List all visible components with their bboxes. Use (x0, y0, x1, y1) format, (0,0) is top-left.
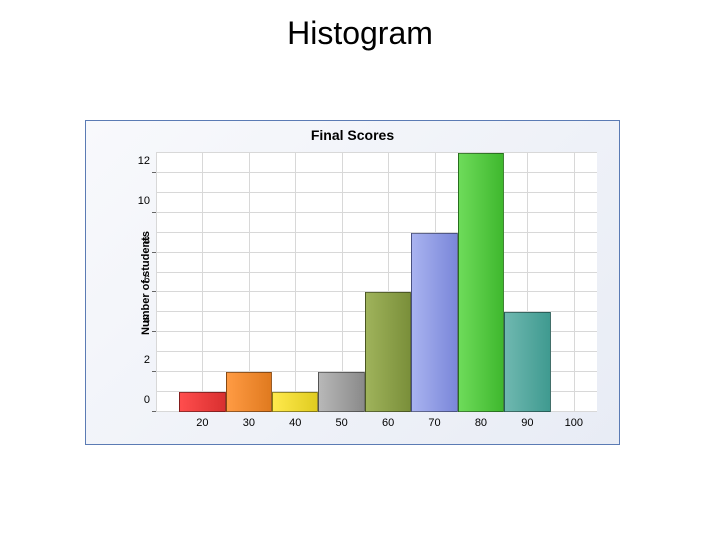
bar (318, 372, 364, 412)
gridline-vertical (156, 153, 157, 412)
y-tick-label: 12 (138, 155, 150, 167)
y-tick-mark (152, 371, 156, 372)
y-tick-label: 4 (144, 314, 150, 326)
gridline-vertical (202, 153, 203, 412)
bar (179, 392, 225, 412)
x-tick-label: 20 (196, 417, 208, 429)
x-tick-label: 100 (565, 417, 583, 429)
y-tick-mark (152, 252, 156, 253)
x-tick-label: 70 (428, 417, 440, 429)
y-tick-mark (152, 212, 156, 213)
bar (272, 392, 318, 412)
gridline-horizontal (156, 172, 597, 173)
gridline-horizontal (156, 232, 597, 233)
gridline-vertical (574, 153, 575, 412)
bar (365, 292, 411, 412)
y-tick-label: 0 (144, 394, 150, 406)
bar (504, 312, 550, 412)
chart-frame: Final Scores Number of students 02468101… (85, 120, 620, 445)
y-tick-label: 2 (144, 354, 150, 366)
gridline-horizontal (156, 252, 597, 253)
page-title: Histogram (0, 15, 720, 52)
gridline-horizontal (156, 212, 597, 213)
y-tick-mark (152, 411, 156, 412)
plot-area: 0246810122030405060708090100 (156, 153, 597, 412)
y-tick-mark (152, 172, 156, 173)
gridline-horizontal (156, 192, 597, 193)
gridline-horizontal (156, 152, 597, 153)
x-tick-label: 30 (243, 417, 255, 429)
gridline-vertical (295, 153, 296, 412)
x-tick-label: 60 (382, 417, 394, 429)
gridline-horizontal (156, 272, 597, 273)
x-tick-label: 50 (336, 417, 348, 429)
x-tick-label: 40 (289, 417, 301, 429)
y-tick-mark (152, 331, 156, 332)
y-tick-mark (152, 291, 156, 292)
x-tick-label: 80 (475, 417, 487, 429)
bar (458, 153, 504, 412)
x-tick-label: 90 (521, 417, 533, 429)
chart-title: Final Scores (86, 127, 619, 143)
bar (411, 233, 457, 412)
bar (226, 372, 272, 412)
y-tick-label: 10 (138, 195, 150, 207)
y-tick-label: 6 (144, 274, 150, 286)
y-tick-label: 8 (144, 235, 150, 247)
